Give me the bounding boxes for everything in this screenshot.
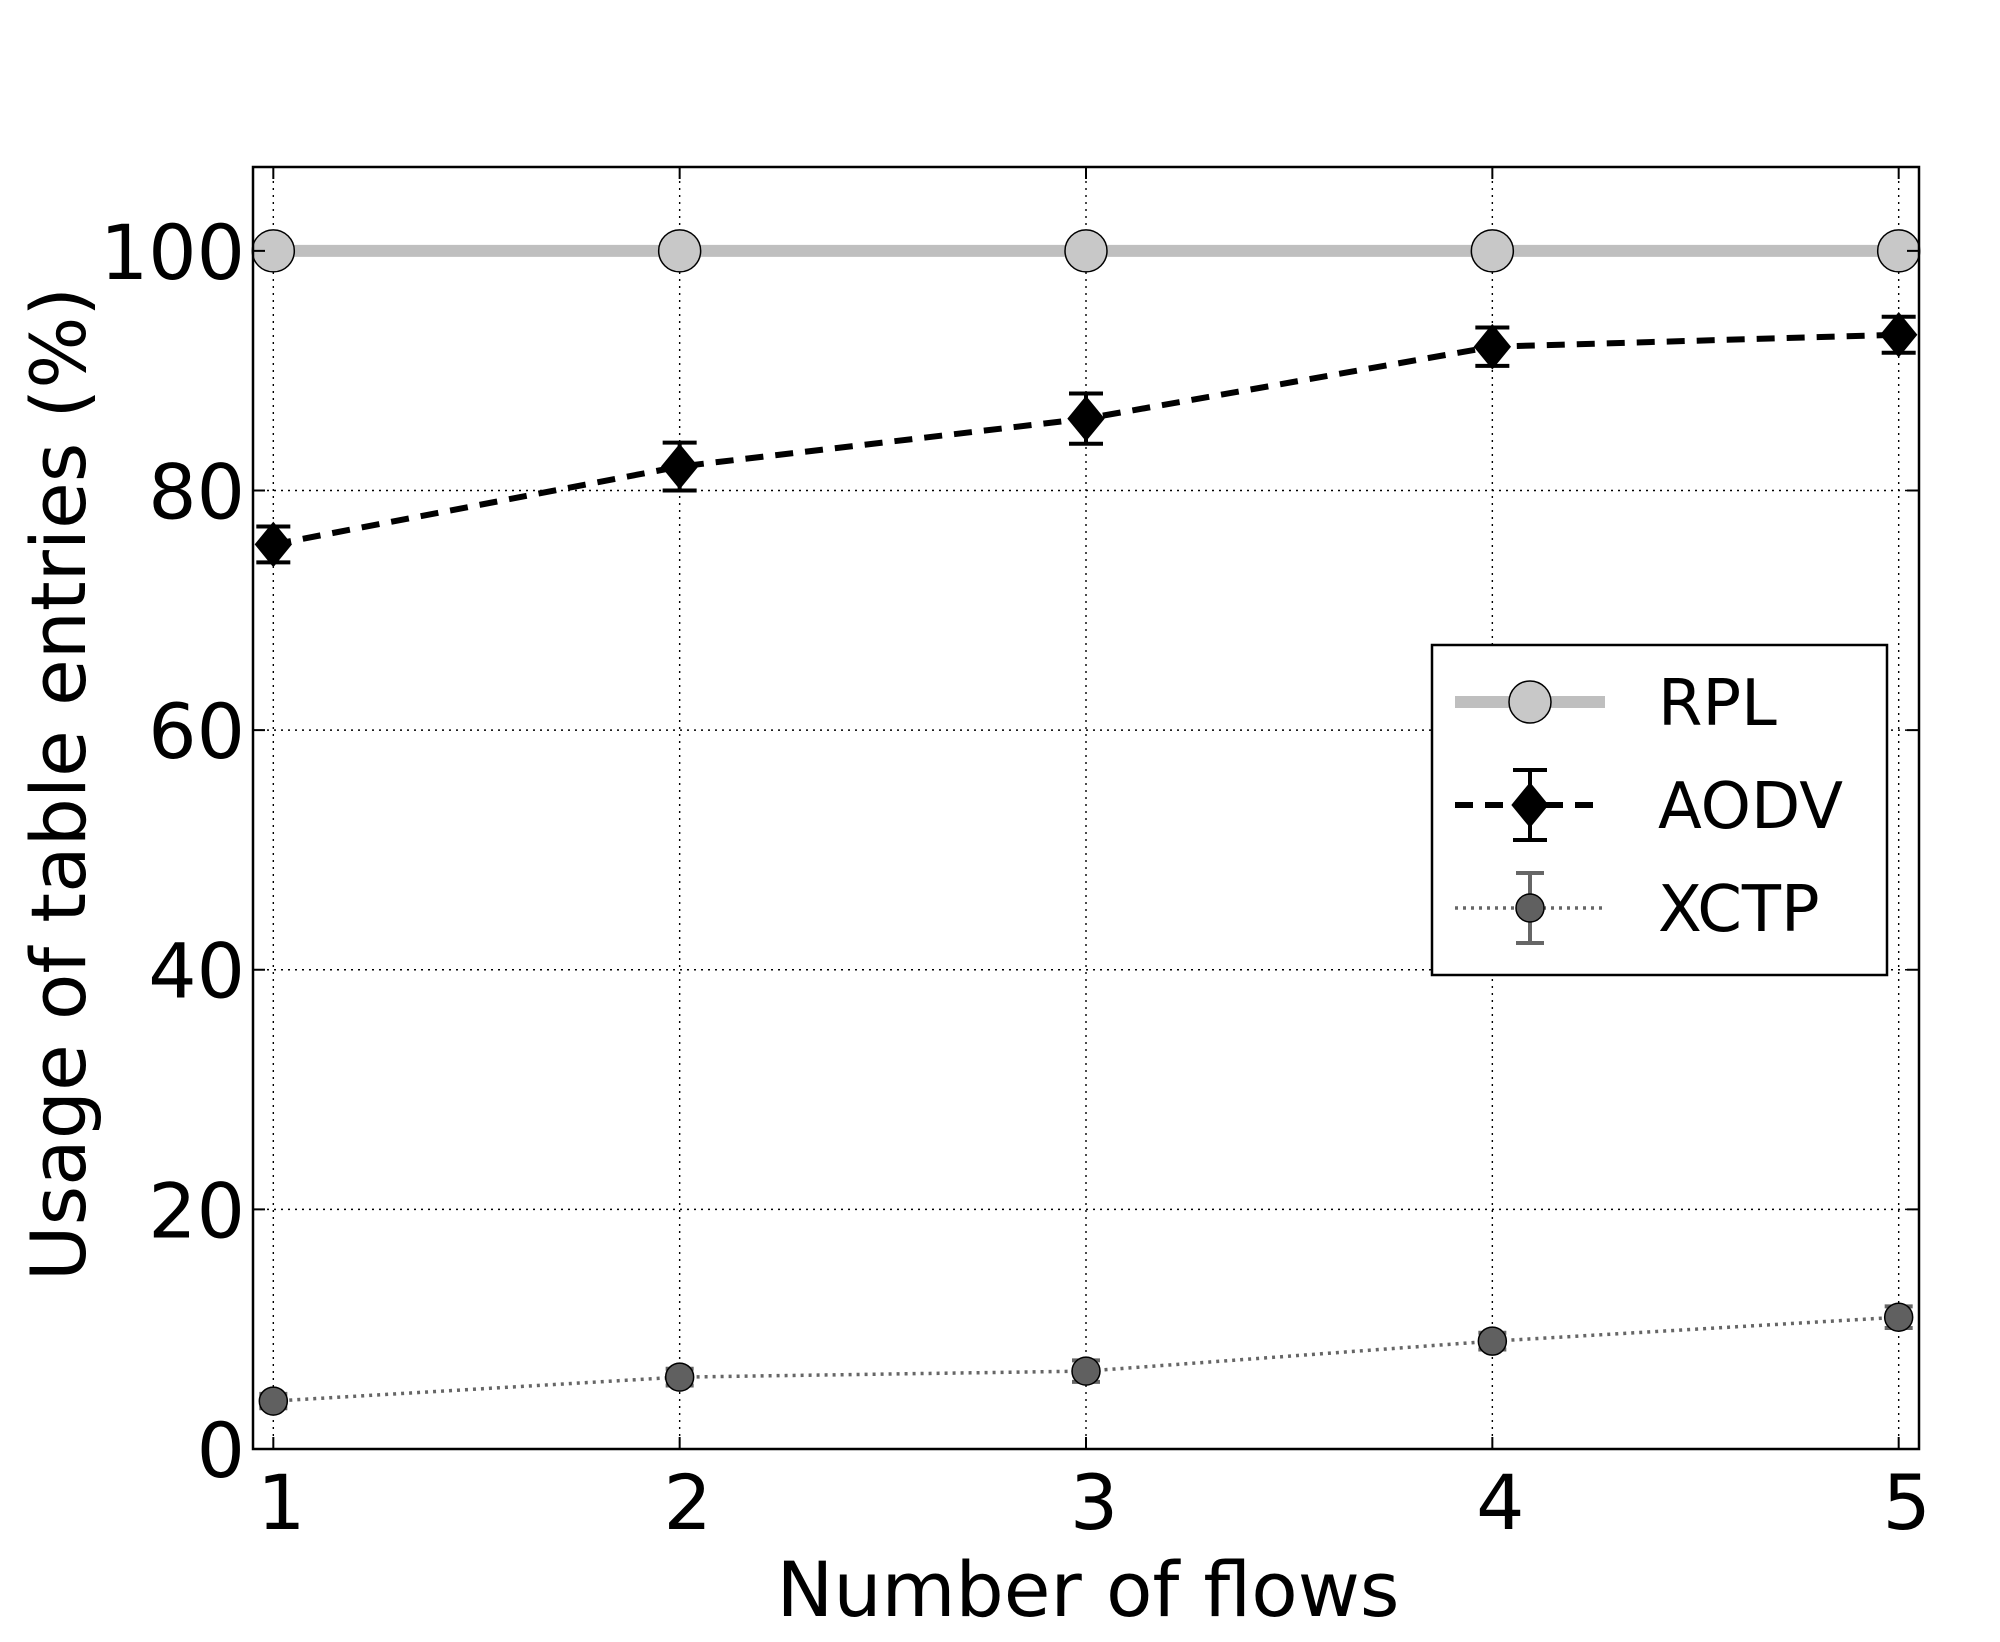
y-tick-label: 80: [148, 447, 245, 536]
x-tick-label: 5: [1883, 1458, 1931, 1547]
rpl-point: [1470, 229, 1515, 273]
aodv-point: [660, 443, 699, 490]
series-rpl: [251, 229, 1921, 273]
legend-label-xctp: XCTP: [1658, 873, 1820, 947]
xctp-point: [258, 1386, 289, 1416]
legend-item-rpl: RPL: [1455, 667, 1777, 741]
rpl-point: [1064, 229, 1108, 273]
x-axis-title: Number of flows: [777, 1545, 1400, 1634]
legend-item-aodv: AODV: [1455, 768, 1843, 844]
legend-marker-aodv: [1511, 782, 1549, 828]
y-tick-label: 40: [148, 927, 245, 1016]
x-tick-label: 4: [1476, 1458, 1524, 1547]
series-aodv: [254, 311, 1918, 568]
legend-label-aodv: AODV: [1658, 770, 1843, 844]
aodv-point: [1879, 311, 1918, 358]
legend-label-rpl: RPL: [1658, 667, 1777, 741]
x-tick-label: 1: [257, 1458, 305, 1547]
xctp-point: [1883, 1302, 1914, 1332]
rpl-point: [657, 229, 702, 273]
aodv-point: [1067, 395, 1105, 442]
legend-marker-xctp: [1515, 893, 1545, 923]
series-layer: [251, 229, 1921, 1416]
legend-marker-rpl: [1508, 680, 1552, 724]
y-tick-label: 100: [100, 208, 245, 297]
y-tick-label: 20: [148, 1166, 245, 1255]
y-axis-title: Usage of table entries (%): [14, 287, 103, 1281]
x-tick-label: 3: [1070, 1458, 1118, 1547]
x-tick-label: 2: [663, 1458, 711, 1547]
aodv-point: [254, 521, 293, 568]
xctp-point: [1071, 1356, 1101, 1386]
aodv-point: [1473, 323, 1512, 370]
axis-ticks: 1 2 3 4 5 0 20 40 60 80 100: [100, 167, 1931, 1547]
y-tick-label: 0: [197, 1406, 245, 1495]
xctp-point: [664, 1362, 695, 1392]
legend-item-xctp: XCTP: [1455, 871, 1820, 947]
y-tick-label: 60: [148, 687, 245, 776]
xctp-point: [1477, 1326, 1508, 1356]
legend: RPL AODV XCTP: [1430, 643, 1889, 977]
series-xctp: [258, 1302, 1914, 1416]
